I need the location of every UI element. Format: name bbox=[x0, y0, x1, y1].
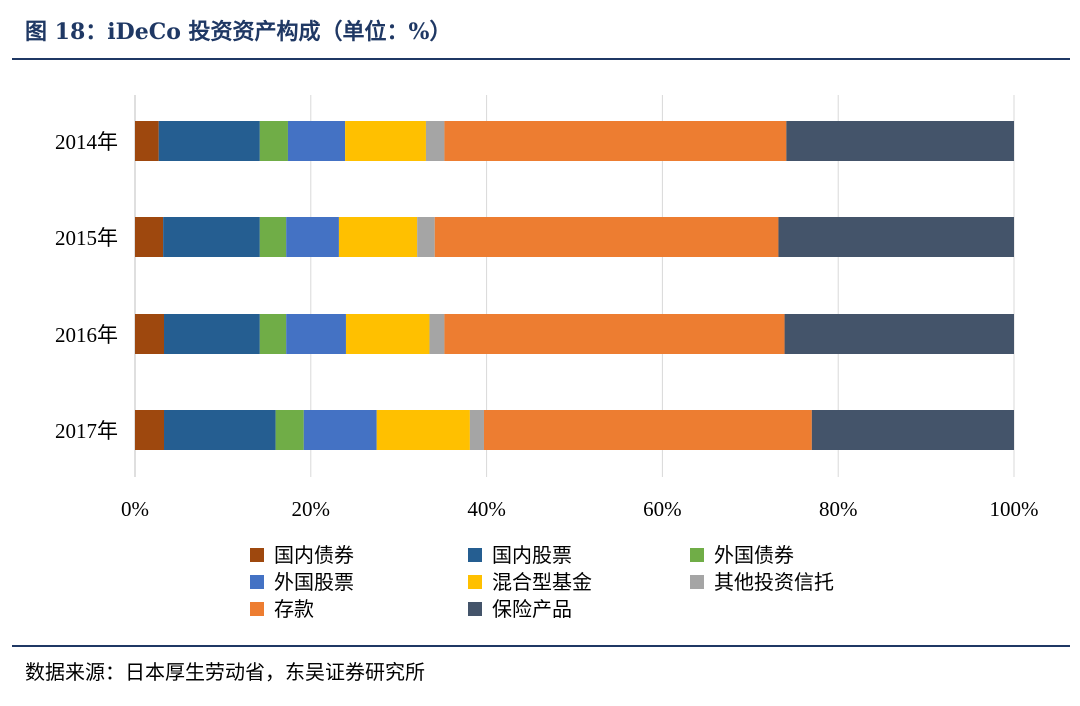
bar-segment bbox=[345, 314, 430, 354]
bar-segment bbox=[135, 121, 159, 161]
bar-segment bbox=[425, 121, 445, 161]
bar-segment bbox=[259, 314, 287, 354]
legend-label: 保险产品 bbox=[492, 597, 572, 621]
x-tick-label: 60% bbox=[643, 497, 682, 521]
legend-swatch bbox=[250, 548, 264, 562]
x-tick-label: 80% bbox=[819, 497, 858, 521]
bar-segment bbox=[135, 314, 165, 354]
legend-label: 国内股票 bbox=[492, 543, 572, 567]
legend-swatch bbox=[468, 602, 482, 616]
category-label: 2015年 bbox=[55, 226, 118, 250]
bar-segment bbox=[158, 121, 260, 161]
bar-segment bbox=[345, 121, 426, 161]
bar-segment bbox=[135, 217, 164, 257]
bar-segment bbox=[259, 121, 288, 161]
bar-segment bbox=[286, 217, 339, 257]
legend-label: 外国股票 bbox=[274, 570, 354, 594]
bar-segment bbox=[135, 410, 165, 450]
bar-segment bbox=[287, 121, 346, 161]
legend-swatch bbox=[250, 602, 264, 616]
bottom-rule bbox=[12, 645, 1070, 647]
bar-segment bbox=[303, 410, 377, 450]
legend-label: 混合型基金 bbox=[492, 570, 592, 594]
bar-segment bbox=[286, 314, 346, 354]
category-label: 2016年 bbox=[55, 323, 118, 347]
bar-segment bbox=[376, 410, 470, 450]
bar-segment bbox=[164, 314, 260, 354]
category-label: 2014年 bbox=[55, 130, 118, 154]
x-tick-labels: 0% 20% 40% 60% 80% 100% bbox=[121, 497, 1039, 521]
legend-label: 其他投资信托 bbox=[714, 570, 834, 594]
bar-segment bbox=[483, 410, 812, 450]
top-rule bbox=[12, 58, 1070, 60]
bar-segment bbox=[444, 121, 787, 161]
bar-segment bbox=[164, 410, 276, 450]
bar-segment bbox=[469, 410, 484, 450]
figure-title: 图 18：iDeCo 投资资产构成（单位：%） bbox=[25, 19, 452, 45]
legend-swatch bbox=[690, 575, 704, 589]
x-tick-label: 40% bbox=[467, 497, 506, 521]
bar-segment bbox=[259, 217, 287, 257]
legend-swatch bbox=[468, 575, 482, 589]
legend-swatch bbox=[250, 575, 264, 589]
bar-segment bbox=[417, 217, 435, 257]
legend-swatch bbox=[468, 548, 482, 562]
bar-segment bbox=[778, 217, 1014, 257]
x-tick-label: 20% bbox=[292, 497, 331, 521]
bar-segment bbox=[163, 217, 260, 257]
bar-segment bbox=[811, 410, 1014, 450]
legend-label: 外国债券 bbox=[714, 543, 794, 567]
category-labels: 2014年 2015年 2016年 2017年 bbox=[55, 130, 118, 443]
bar-segment bbox=[429, 314, 445, 354]
category-label: 2017年 bbox=[55, 419, 118, 443]
bar-segment bbox=[786, 121, 1014, 161]
source-note: 数据来源：日本厚生劳动省，东吴证券研究所 bbox=[25, 660, 425, 684]
bar-segment bbox=[338, 217, 418, 257]
x-tick-label: 0% bbox=[121, 497, 149, 521]
bar-segment bbox=[444, 314, 785, 354]
legend-swatch bbox=[690, 548, 704, 562]
bar-segment bbox=[275, 410, 304, 450]
bar-segment bbox=[434, 217, 779, 257]
legend-label: 国内债券 bbox=[274, 543, 354, 567]
legend-label: 存款 bbox=[274, 597, 314, 621]
bar-segment bbox=[784, 314, 1014, 354]
bars bbox=[135, 121, 1014, 450]
x-tick-label: 100% bbox=[990, 497, 1039, 521]
